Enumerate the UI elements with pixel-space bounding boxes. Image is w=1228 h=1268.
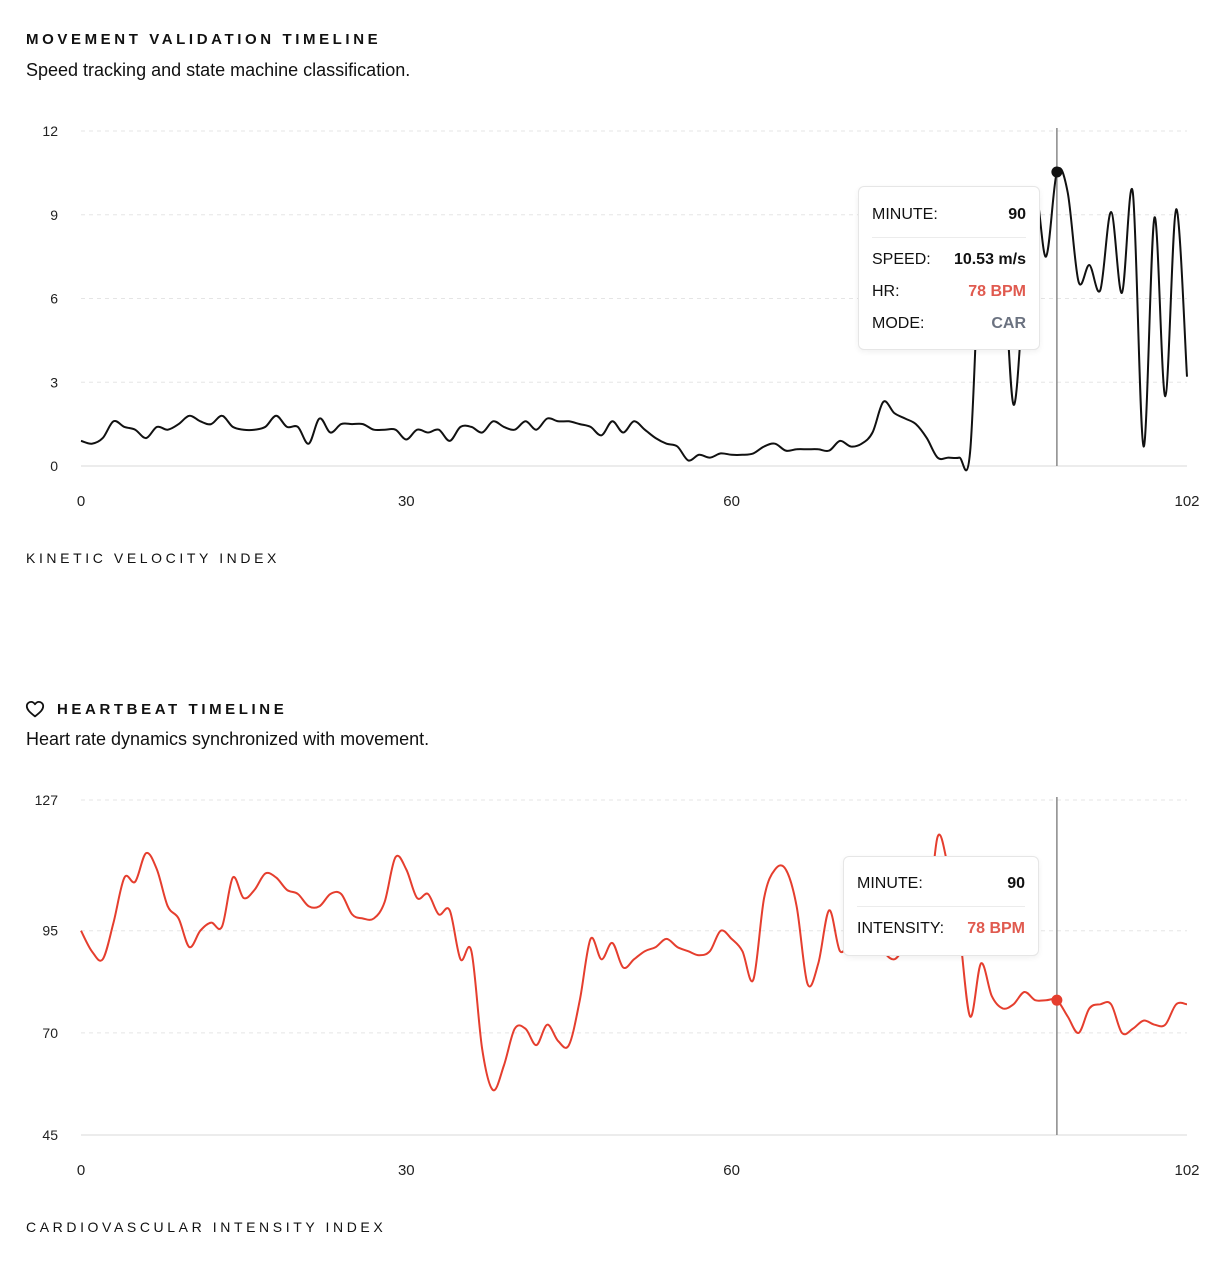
x-tick-label: 0	[77, 493, 85, 510]
tooltip-intensity-value: 78 BPM	[967, 920, 1025, 937]
heartbeat-title: HEARTBEAT TIMELINE	[57, 701, 288, 718]
y-tick-label: 6	[50, 291, 58, 307]
tooltip-divider	[872, 237, 1026, 238]
speed-axis-caption: KINETIC VELOCITY INDEX	[26, 550, 280, 566]
x-tick-label: 30	[398, 493, 415, 510]
highlight-point[interactable]	[1051, 166, 1063, 178]
heart-outline-icon	[25, 700, 45, 718]
x-tick-label: 102	[1174, 1162, 1199, 1179]
y-tick-label: 127	[35, 792, 59, 808]
series-line	[80, 833, 1188, 1092]
speed-chart[interactable]: 0 3 6 9 12 0 30 60 102	[0, 0, 1228, 530]
tooltip-hr-label: HR:	[872, 283, 900, 300]
tooltip-hr-value: 78 BPM	[968, 283, 1026, 300]
tooltip-speed-label: SPEED:	[872, 251, 931, 268]
x-tick-label: 30	[398, 1162, 415, 1179]
tooltip-speed-value: 10.53 m/s	[953, 251, 1026, 268]
tooltip-intensity-label: INTENSITY:	[857, 920, 945, 937]
hr-axis-caption: CARDIOVASCULAR INTENSITY INDEX	[26, 1219, 387, 1235]
movement-title: MOVEMENT VALIDATION TIMELINE	[26, 31, 382, 48]
hr-tooltip: MINUTE: 90 INTENSITY: 78 BPM	[843, 856, 1039, 956]
tooltip-divider	[857, 906, 1025, 907]
y-tick-label: 12	[42, 123, 58, 139]
tooltip-mode-label: MODE:	[872, 315, 925, 332]
highlight-point[interactable]	[1051, 994, 1063, 1006]
y-tick-label: 0	[50, 458, 58, 474]
y-tick-label: 70	[42, 1025, 58, 1041]
x-tick-label: 60	[723, 1162, 740, 1179]
tooltip-minute-value: 90	[1007, 875, 1025, 892]
tooltip-minute-label: MINUTE:	[872, 206, 938, 223]
x-tick-label: 102	[1174, 493, 1199, 510]
tooltip-minute-value: 90	[1008, 206, 1026, 223]
movement-subtitle: Speed tracking and state machine classif…	[26, 60, 411, 80]
y-tick-label: 95	[42, 923, 58, 939]
y-tick-label: 9	[50, 207, 58, 223]
series-line	[80, 167, 1188, 472]
y-tick-label: 45	[42, 1127, 58, 1143]
y-tick-label: 3	[50, 374, 58, 390]
x-tick-label: 60	[723, 493, 740, 510]
heartbeat-subtitle: Heart rate dynamics synchronized with mo…	[26, 729, 430, 749]
x-tick-label: 0	[77, 1162, 85, 1179]
speed-tooltip: MINUTE: 90 SPEED: 10.53 m/s HR: 78 BPM M…	[858, 186, 1040, 350]
tooltip-mode-value: CAR	[991, 315, 1026, 332]
tooltip-minute-label: MINUTE:	[857, 875, 923, 892]
